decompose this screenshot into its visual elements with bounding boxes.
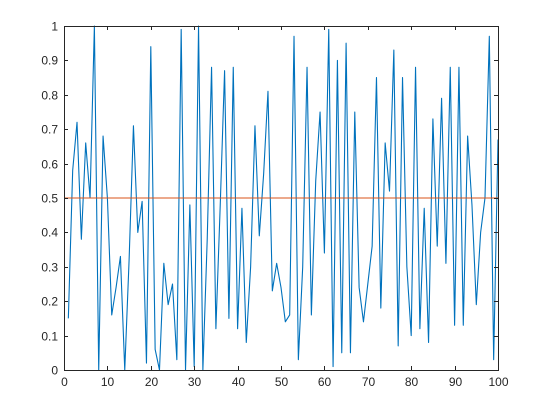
x-tick-label: 80 — [405, 375, 419, 389]
series-layer — [64, 25, 499, 371]
y-tick-label: 0 — [51, 364, 58, 378]
x-tick-label: 0 — [61, 375, 68, 389]
y-tick-label: 0.8 — [41, 89, 58, 103]
y-tick-label: 0.2 — [41, 295, 58, 309]
x-tick-label: 30 — [188, 375, 202, 389]
series-line-1 — [67, 25, 499, 371]
y-tick-label: 0.7 — [41, 123, 58, 137]
x-tick-label: 100 — [488, 375, 508, 389]
x-axis-ticks: 0 10 20 30 40 50 60 70 80 90 100 — [61, 26, 509, 389]
x-tick-label: 60 — [318, 375, 332, 389]
x-tick-label: 10 — [101, 375, 115, 389]
x-tick-label: 90 — [449, 375, 463, 389]
y-tick-label: 0.4 — [41, 226, 58, 240]
y-tick-label: 0.5 — [41, 192, 58, 206]
x-tick-label: 40 — [232, 375, 246, 389]
y-tick-label: 1 — [51, 20, 58, 34]
y-tick-label: 0.1 — [41, 330, 58, 344]
x-tick-label: 20 — [145, 375, 159, 389]
y-tick-label: 0.3 — [41, 261, 58, 275]
y-tick-label: 0.9 — [41, 54, 58, 68]
x-tick-label: 70 — [362, 375, 376, 389]
y-tick-label: 0.6 — [41, 158, 58, 172]
y-axis-ticks: 0 0.1 0.2 0.3 0.4 0.5 0.6 0.7 0.8 0.9 1 — [41, 20, 498, 378]
x-tick-label: 50 — [275, 375, 289, 389]
